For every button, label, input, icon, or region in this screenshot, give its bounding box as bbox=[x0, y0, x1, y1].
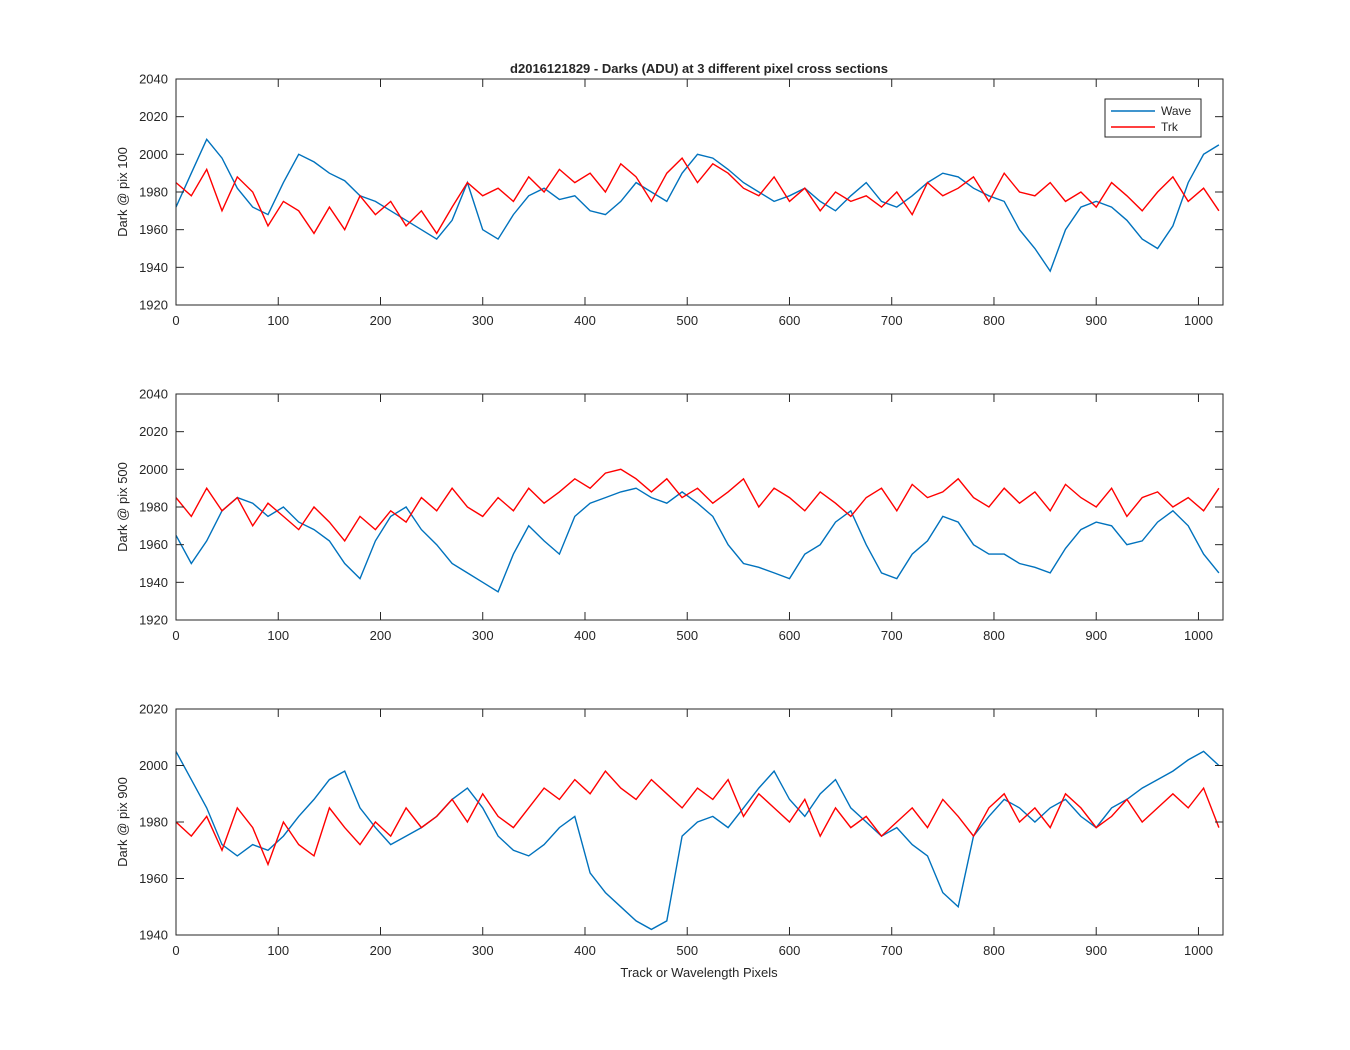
y-tick-label: 1980 bbox=[139, 500, 168, 515]
series-line-trk bbox=[176, 769, 1220, 867]
y-tick-label: 2000 bbox=[139, 758, 168, 773]
x-tick-label: 900 bbox=[1085, 943, 1107, 958]
x-tick-label: 500 bbox=[676, 628, 698, 643]
x-tick-label: 400 bbox=[574, 628, 596, 643]
series-line-wave bbox=[176, 137, 1220, 273]
x-axis-label: Track or Wavelength Pixels bbox=[620, 965, 778, 980]
y-tick-label: 2040 bbox=[139, 387, 168, 402]
x-tick-label: 300 bbox=[472, 313, 494, 328]
y-axis-label: Dark @ pix 100 bbox=[115, 147, 130, 237]
subplot-pix-100: 0 100 200 300 400 500 600 700 800 900 1000 1920 1940… bbox=[115, 72, 1224, 328]
x-tick-label: 800 bbox=[983, 628, 1005, 643]
legend-box bbox=[1104, 98, 1202, 138]
y-tick-label: 1980 bbox=[139, 815, 168, 830]
x-tick-label: 800 bbox=[983, 943, 1005, 958]
x-tick-label: 400 bbox=[574, 313, 596, 328]
series-line-trk bbox=[176, 468, 1220, 543]
x-tick-label: 300 bbox=[472, 943, 494, 958]
y-tick-label: 1980 bbox=[139, 185, 168, 200]
x-tick-label: 1000 bbox=[1184, 628, 1213, 643]
x-tick-label: 400 bbox=[574, 943, 596, 958]
x-tick-label: 500 bbox=[676, 313, 698, 328]
plot-area bbox=[176, 394, 1223, 620]
x-tick-label: 600 bbox=[779, 313, 801, 328]
x-tick-label: 100 bbox=[267, 628, 289, 643]
chart-title: d2016121829 - Darks (ADU) at 3 different… bbox=[510, 61, 888, 76]
x-tick-label: 200 bbox=[370, 943, 392, 958]
legend-label-trk: Trk bbox=[1161, 120, 1179, 134]
legend: Wave Trk bbox=[1104, 98, 1202, 138]
x-tick-label: 700 bbox=[881, 943, 903, 958]
y-tick-label: 2000 bbox=[139, 147, 168, 162]
legend-label-wave: Wave bbox=[1161, 104, 1192, 118]
y-tick-label: 1920 bbox=[139, 613, 168, 628]
x-tick-label: 300 bbox=[472, 628, 494, 643]
series-line-wave bbox=[176, 487, 1220, 593]
x-tick-label: 0 bbox=[172, 628, 179, 643]
x-tick-label: 100 bbox=[267, 943, 289, 958]
y-axis-label: Dark @ pix 900 bbox=[115, 777, 130, 867]
x-tick-label: 100 bbox=[267, 313, 289, 328]
y-tick-label: 1960 bbox=[139, 537, 168, 552]
y-tick-label: 2020 bbox=[139, 424, 168, 439]
x-tick-label: 700 bbox=[881, 313, 903, 328]
y-tick-label: 1940 bbox=[139, 575, 168, 590]
x-tick-label: 600 bbox=[779, 628, 801, 643]
x-tick-label: 600 bbox=[779, 943, 801, 958]
y-tick-label: 1920 bbox=[139, 298, 168, 313]
series-line-trk bbox=[176, 156, 1220, 235]
y-axis-label: Dark @ pix 500 bbox=[115, 462, 130, 552]
x-tick-label: 200 bbox=[370, 313, 392, 328]
plot-area bbox=[176, 79, 1223, 305]
x-tick-label: 1000 bbox=[1184, 943, 1213, 958]
y-tick-label: 2020 bbox=[139, 109, 168, 124]
y-tick-label: 1960 bbox=[139, 871, 168, 886]
y-tick-label: 2000 bbox=[139, 462, 168, 477]
x-tick-label: 900 bbox=[1085, 628, 1107, 643]
x-tick-label: 0 bbox=[172, 943, 179, 958]
x-tick-label: 200 bbox=[370, 628, 392, 643]
x-tick-label: 900 bbox=[1085, 313, 1107, 328]
x-tick-label: 800 bbox=[983, 313, 1005, 328]
x-tick-label: 0 bbox=[172, 313, 179, 328]
y-tick-label: 1960 bbox=[139, 222, 168, 237]
y-tick-label: 1940 bbox=[139, 928, 168, 943]
subplot-pix-500: 0 100 200 300 400 500 600 700 800 900 1000 1920 1940… bbox=[115, 387, 1224, 643]
x-tick-label: 1000 bbox=[1184, 313, 1213, 328]
x-tick-label: 500 bbox=[676, 943, 698, 958]
subplot-pix-900: 0 100 200 300 400 500 600 700 800 900 1000 1940 1960… bbox=[115, 702, 1224, 958]
series-line-wave bbox=[176, 750, 1220, 931]
y-tick-label: 2020 bbox=[139, 702, 168, 717]
x-tick-label: 700 bbox=[881, 628, 903, 643]
y-tick-label: 2040 bbox=[139, 72, 168, 87]
y-tick-label: 1940 bbox=[139, 260, 168, 275]
